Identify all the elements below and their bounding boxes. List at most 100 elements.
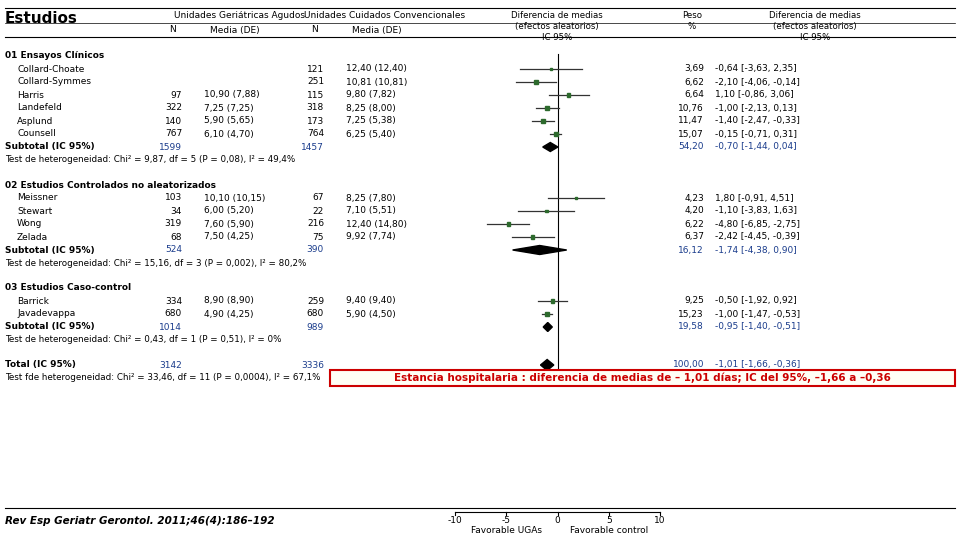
Polygon shape: [540, 360, 554, 370]
Text: -1,01 [-1,66, -0,36]: -1,01 [-1,66, -0,36]: [715, 361, 801, 369]
Text: N: N: [170, 25, 177, 35]
Text: 9,25: 9,25: [684, 296, 704, 306]
Polygon shape: [543, 322, 552, 332]
Bar: [531, 235, 534, 239]
Text: 8,25 (8,00): 8,25 (8,00): [346, 104, 396, 112]
Text: 22: 22: [313, 206, 324, 215]
Text: Barrick: Barrick: [17, 296, 49, 306]
Text: -0,95 [-1,40, -0,51]: -0,95 [-1,40, -0,51]: [715, 322, 800, 332]
Bar: [545, 210, 547, 212]
Text: 12,40 (12,40): 12,40 (12,40): [346, 64, 407, 73]
Text: Javadevappa: Javadevappa: [17, 309, 75, 319]
Text: 3142: 3142: [159, 361, 182, 369]
Text: -0,15 [-0,71, 0,31]: -0,15 [-0,71, 0,31]: [715, 130, 797, 138]
Text: -1,40 [-2,47, -0,33]: -1,40 [-2,47, -0,33]: [715, 117, 800, 125]
Text: 34: 34: [171, 206, 182, 215]
Text: 7,25 (7,25): 7,25 (7,25): [204, 104, 253, 112]
Text: 6,37: 6,37: [684, 233, 704, 241]
Text: Diferencia de medias
(efectos aleatorios)
IC 95%: Diferencia de medias (efectos aleatorios…: [769, 11, 861, 42]
Text: Test de heterogeneidad: Chi² = 0,43, df = 1 (P = 0,51), I² = 0%: Test de heterogeneidad: Chi² = 0,43, df …: [5, 335, 281, 345]
Text: 01 Ensayos Clínicos: 01 Ensayos Clínicos: [5, 51, 105, 60]
Text: Test de heterogeneidad: Chi² = 9,87, df = 5 (P = 0,08), I² = 49,4%: Test de heterogeneidad: Chi² = 9,87, df …: [5, 156, 296, 165]
Text: 7,25 (5,38): 7,25 (5,38): [346, 117, 396, 125]
Text: Stewart: Stewart: [17, 206, 52, 215]
Text: 524: 524: [165, 246, 182, 254]
Text: -1,10 [-3,83, 1,63]: -1,10 [-3,83, 1,63]: [715, 206, 797, 215]
Text: -0,64 [-3,63, 2,35]: -0,64 [-3,63, 2,35]: [715, 64, 797, 73]
Text: 334: 334: [165, 296, 182, 306]
Text: 216: 216: [307, 219, 324, 228]
Text: 9,92 (7,74): 9,92 (7,74): [346, 233, 396, 241]
Text: 6,10 (4,70): 6,10 (4,70): [204, 130, 253, 138]
Text: 19,58: 19,58: [679, 322, 704, 332]
Text: 7,60 (5,90): 7,60 (5,90): [204, 219, 253, 228]
Bar: [541, 119, 545, 123]
Text: Asplund: Asplund: [17, 117, 54, 125]
Text: 10,76: 10,76: [679, 104, 704, 112]
Text: 8,25 (7,80): 8,25 (7,80): [346, 193, 396, 202]
Text: 319: 319: [165, 219, 182, 228]
Text: 54,20: 54,20: [679, 143, 704, 152]
Text: 9,40 (9,40): 9,40 (9,40): [346, 296, 396, 306]
Text: -4,80 [-6,85, -2,75]: -4,80 [-6,85, -2,75]: [715, 219, 800, 228]
Text: Unidades Geriátricas Agudos: Unidades Geriátricas Agudos: [174, 11, 304, 20]
Text: -10: -10: [447, 516, 463, 525]
Text: 12,40 (14,80): 12,40 (14,80): [346, 219, 407, 228]
Text: Wong: Wong: [17, 219, 42, 228]
Text: 390: 390: [307, 246, 324, 254]
Text: -1,74 [-4,38, 0,90]: -1,74 [-4,38, 0,90]: [715, 246, 797, 254]
Bar: [507, 222, 510, 226]
Text: 6,22: 6,22: [684, 219, 704, 228]
Text: 251: 251: [307, 78, 324, 86]
Text: -5: -5: [502, 516, 511, 525]
Text: 322: 322: [165, 104, 182, 112]
Text: 16,12: 16,12: [679, 246, 704, 254]
Text: 1599: 1599: [159, 143, 182, 152]
Text: 6,00 (5,20): 6,00 (5,20): [204, 206, 253, 215]
Text: Zelada: Zelada: [17, 233, 48, 241]
Text: Favorable control: Favorable control: [569, 526, 648, 535]
Text: 3,69: 3,69: [684, 64, 704, 73]
Text: Counsell: Counsell: [17, 130, 56, 138]
Text: 3336: 3336: [301, 361, 324, 369]
Text: Harris: Harris: [17, 91, 44, 99]
Text: Rev Esp Geriatr Gerontol. 2011;46(4):186–192: Rev Esp Geriatr Gerontol. 2011;46(4):186…: [5, 516, 275, 526]
Text: 6,25 (5,40): 6,25 (5,40): [346, 130, 396, 138]
Text: Media (DE): Media (DE): [210, 25, 260, 35]
Text: 15,07: 15,07: [679, 130, 704, 138]
Text: 5,90 (4,50): 5,90 (4,50): [346, 309, 396, 319]
Text: 6,64: 6,64: [684, 91, 704, 99]
FancyBboxPatch shape: [330, 370, 955, 386]
Text: 0: 0: [555, 516, 561, 525]
Text: 121: 121: [307, 64, 324, 73]
Bar: [545, 312, 549, 316]
Text: Collard-Symmes: Collard-Symmes: [17, 78, 91, 86]
Text: 02 Estudios Controlados no aleatorizados: 02 Estudios Controlados no aleatorizados: [5, 180, 216, 190]
Text: Estudios: Estudios: [5, 11, 78, 26]
Text: -0,70 [-1,44, 0,04]: -0,70 [-1,44, 0,04]: [715, 143, 797, 152]
Text: 15,23: 15,23: [679, 309, 704, 319]
Text: 4,23: 4,23: [684, 193, 704, 202]
Text: 140: 140: [165, 117, 182, 125]
Text: 173: 173: [307, 117, 324, 125]
Text: 100,00: 100,00: [673, 361, 704, 369]
Text: -2,42 [-4,45, -0,39]: -2,42 [-4,45, -0,39]: [715, 233, 800, 241]
Text: Favorable UGAs: Favorable UGAs: [470, 526, 541, 535]
Bar: [575, 197, 577, 199]
Text: Media (DE): Media (DE): [352, 25, 402, 35]
Text: Total (IC 95%): Total (IC 95%): [5, 361, 76, 369]
Text: 10,10 (10,15): 10,10 (10,15): [204, 193, 265, 202]
Text: Subtotal (IC 95%): Subtotal (IC 95%): [5, 143, 95, 152]
Text: 10,81 (10,81): 10,81 (10,81): [346, 78, 407, 86]
Text: 115: 115: [307, 91, 324, 99]
Bar: [567, 93, 570, 97]
Text: 03 Estudios Caso-control: 03 Estudios Caso-control: [5, 284, 132, 293]
Text: -1,00 [-1,47, -0,53]: -1,00 [-1,47, -0,53]: [715, 309, 800, 319]
Text: 103: 103: [165, 193, 182, 202]
Bar: [550, 68, 552, 70]
Text: N: N: [312, 25, 319, 35]
Text: -1,00 [-2,13, 0,13]: -1,00 [-2,13, 0,13]: [715, 104, 797, 112]
Text: 1,80 [-0,91, 4,51]: 1,80 [-0,91, 4,51]: [715, 193, 794, 202]
Text: Collard-Choate: Collard-Choate: [17, 64, 84, 73]
Bar: [535, 80, 538, 84]
